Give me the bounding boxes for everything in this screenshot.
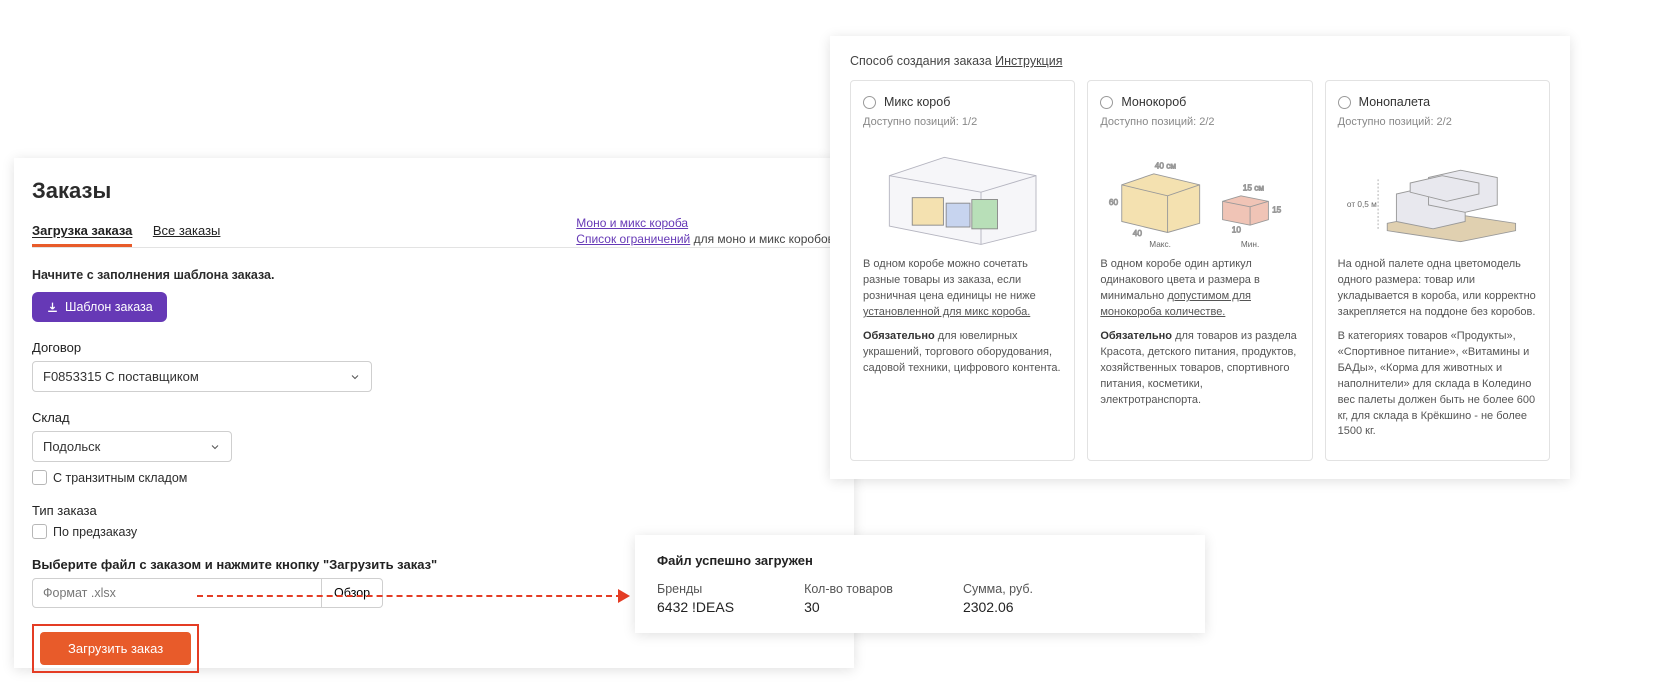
- monobox-p2: Обязательно для товаров из раздела Красо…: [1100, 329, 1299, 409]
- transit-label: С транзитным складом: [53, 471, 187, 485]
- template-button-label: Шаблон заказа: [65, 300, 153, 314]
- order-type-label: Тип заказа: [32, 503, 836, 518]
- svg-text:15: 15: [1272, 205, 1282, 214]
- upload-highlight: Загрузить заказ: [32, 624, 199, 673]
- upload-button[interactable]: Загрузить заказ: [40, 632, 191, 665]
- file-input[interactable]: Формат .xlsx: [32, 578, 322, 608]
- tab-upload[interactable]: Загрузка заказа: [32, 223, 132, 247]
- warehouse-label: Склад: [32, 410, 836, 425]
- mixbox-illustration: [863, 139, 1062, 249]
- contract-value: F0853315 С поставщиком: [43, 369, 199, 384]
- monopallet-p1: На одной палете одна цветомодель одного …: [1338, 257, 1537, 321]
- warehouse-field: Склад Подольск С транзитным складом: [32, 410, 836, 485]
- card-monopallet[interactable]: Монопалета Доступно позиций: 2/2 от 0,5 …: [1325, 80, 1550, 461]
- chevron-down-icon: [349, 371, 361, 383]
- transit-checkbox[interactable]: [32, 470, 47, 485]
- svg-text:40 см: 40 см: [1155, 161, 1177, 170]
- contract-field: Договор F0853315 С поставщиком: [32, 340, 836, 392]
- mixbox-p2: Обязательно для ювелирных украшений, тор…: [863, 329, 1062, 377]
- methods-title-text: Способ создания заказа: [850, 54, 995, 68]
- result-col-brands: Бренды 6432 !DEAS: [657, 582, 734, 615]
- method-cards: Микс короб Доступно позиций: 1/2: [850, 80, 1550, 461]
- methods-panel: Способ создания заказа Инструкция Микс к…: [830, 36, 1570, 479]
- radio-mixbox[interactable]: [863, 96, 876, 109]
- monopallet-p2: В категориях товаров «Продукты», «Спорти…: [1338, 329, 1537, 441]
- arrow-head-icon: [618, 589, 630, 603]
- svg-text:60: 60: [1109, 198, 1119, 207]
- monobox-p1: В одном коробе один артикул одинакового …: [1100, 257, 1299, 321]
- result-qty-value: 30: [804, 599, 893, 615]
- card-monobox-name: Монокороб: [1121, 93, 1186, 111]
- card-mixbox[interactable]: Микс короб Доступно позиций: 1/2: [850, 80, 1075, 461]
- mixbox-p1: В одном коробе можно сочетать разные тов…: [863, 257, 1062, 321]
- tab-all-orders[interactable]: Все заказы: [153, 223, 221, 244]
- order-type-field: Тип заказа По предзаказу: [32, 503, 836, 539]
- result-sum-value: 2302.06: [963, 599, 1033, 615]
- browse-button[interactable]: Обзор: [322, 578, 383, 608]
- radio-monopallet[interactable]: [1338, 96, 1351, 109]
- result-qty-label: Кол-во товаров: [804, 582, 893, 596]
- links-block: Моно и микс короба Список ограничений дл…: [576, 216, 834, 246]
- contract-select[interactable]: F0853315 С поставщиком: [32, 361, 372, 392]
- card-head: Монопалета: [1338, 93, 1537, 111]
- contract-label: Договор: [32, 340, 836, 355]
- result-sum-label: Сумма, руб.: [963, 582, 1033, 596]
- svg-text:40: 40: [1133, 229, 1143, 238]
- card-head: Микс короб: [863, 93, 1062, 111]
- result-col-sum: Сумма, руб. 2302.06: [963, 582, 1033, 615]
- result-title: Файл успешно загружен: [657, 553, 1183, 568]
- monopallet-illustration: от 0,5 м: [1338, 139, 1537, 249]
- card-head: Монокороб: [1100, 93, 1299, 111]
- result-brands-label: Бренды: [657, 582, 734, 596]
- chevron-down-icon: [209, 441, 221, 453]
- link-mono-mix[interactable]: Моно и микс короба: [576, 216, 834, 230]
- card-monopallet-sub: Доступно позиций: 2/2: [1338, 115, 1537, 131]
- card-mixbox-name: Микс короб: [884, 93, 950, 111]
- card-mixbox-sub: Доступно позиций: 1/2: [863, 115, 1062, 131]
- svg-text:Мин.: Мин.: [1241, 240, 1259, 249]
- monobox-illustration: 40 см 60 40 15 см 15 10 Макс. Мин.: [1100, 139, 1299, 249]
- transit-row: С транзитным складом: [32, 470, 836, 485]
- result-col-qty: Кол-во товаров 30: [804, 582, 893, 615]
- warehouse-select[interactable]: Подольск: [32, 431, 232, 462]
- instruction-link[interactable]: Инструкция: [995, 54, 1062, 68]
- hint-text: Начните с заполнения шаблона заказа.: [32, 268, 836, 282]
- page-title: Заказы: [32, 178, 836, 204]
- arrow-line: [197, 595, 622, 597]
- svg-text:15 см: 15 см: [1243, 183, 1265, 192]
- link-restrictions-line: Список ограничений для моно и микс короб…: [576, 232, 834, 246]
- template-button[interactable]: Шаблон заказа: [32, 292, 167, 322]
- svg-text:Макс.: Макс.: [1150, 240, 1172, 249]
- link-restrictions-suffix: для моно и микс коробов: [690, 232, 834, 246]
- card-monobox-sub: Доступно позиций: 2/2: [1100, 115, 1299, 131]
- result-panel: Файл успешно загружен Бренды 6432 !DEAS …: [635, 535, 1205, 633]
- svg-text:10: 10: [1232, 226, 1242, 235]
- card-monopallet-name: Монопалета: [1359, 93, 1430, 111]
- result-columns: Бренды 6432 !DEAS Кол-во товаров 30 Сумм…: [657, 582, 1183, 615]
- radio-monobox[interactable]: [1100, 96, 1113, 109]
- link-restrictions[interactable]: Список ограничений: [576, 232, 690, 246]
- svg-text:от 0,5 м: от 0,5 м: [1347, 200, 1377, 209]
- methods-title: Способ создания заказа Инструкция: [850, 54, 1550, 68]
- warehouse-value: Подольск: [43, 439, 100, 454]
- preorder-label: По предзаказу: [53, 525, 137, 539]
- download-icon: [46, 301, 59, 314]
- result-brands-value: 6432 !DEAS: [657, 599, 734, 615]
- card-monobox[interactable]: Монокороб Доступно позиций: 2/2 40 см 60…: [1087, 80, 1312, 461]
- preorder-checkbox[interactable]: [32, 524, 47, 539]
